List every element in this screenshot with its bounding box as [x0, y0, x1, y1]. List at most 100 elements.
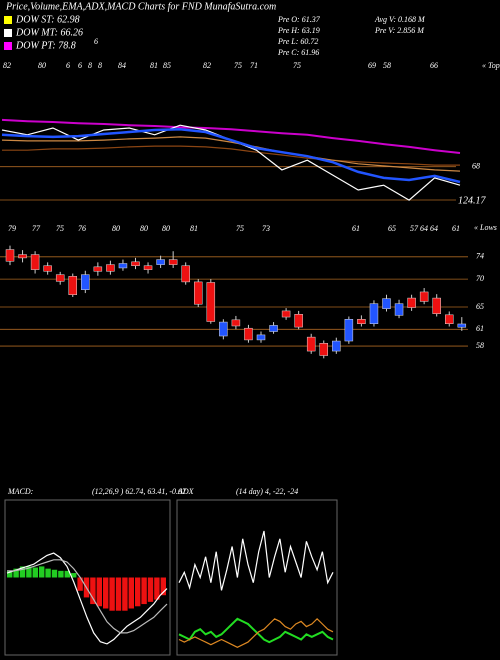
candle-body: [5, 249, 15, 262]
legend-swatch: [4, 42, 12, 50]
candle-body: [131, 261, 140, 266]
info: Pre C: 61.96: [277, 48, 319, 57]
legend-swatch: [4, 29, 12, 37]
top-label: 57: [410, 224, 419, 233]
annotation: 124.17: [458, 195, 487, 206]
info: Avg V: 0.168 M: [374, 15, 426, 24]
top-label: 80: [162, 224, 170, 233]
top-label: 82: [203, 61, 211, 70]
top-label: 71: [250, 61, 258, 70]
top-label: 69: [368, 61, 376, 70]
histogram-bar: [90, 577, 96, 605]
series-line: [2, 145, 460, 166]
candle-body: [81, 274, 90, 290]
y-tick-label: 65: [476, 302, 484, 311]
histogram-bar: [96, 577, 102, 607]
candle-body: [93, 266, 103, 272]
note: 6: [94, 37, 98, 46]
candle-body: [219, 321, 228, 337]
candle-body: [106, 264, 115, 272]
info: Pre H: 63.19: [277, 26, 320, 35]
top-label: 61: [352, 224, 360, 233]
top-label: 61: [452, 224, 460, 233]
histogram-bar: [128, 577, 134, 609]
candle-body: [55, 274, 65, 282]
histogram-bar: [103, 577, 109, 609]
top-label: 81: [190, 224, 198, 233]
series-line: [1, 136, 461, 172]
histogram-bar: [13, 568, 19, 578]
top-label: 6: [78, 61, 82, 70]
histogram-bar: [39, 566, 45, 578]
top-label: 65: [388, 224, 396, 233]
candle-body: [30, 254, 40, 270]
histogram-bar: [147, 577, 154, 602]
top-label: 82: [3, 61, 11, 70]
corner-label: « Tops: [482, 61, 500, 70]
histogram-bar: [58, 570, 64, 578]
candle-body: [419, 291, 429, 302]
panel-title: MACD:: [7, 487, 34, 496]
histogram-bar: [26, 566, 32, 578]
y-tick-label: 61: [476, 324, 484, 333]
top-label: 79: [8, 224, 16, 233]
series-line: [6, 552, 168, 645]
legend-entry: DOW ST: 62.98: [15, 14, 80, 25]
top-label: 8: [98, 61, 102, 70]
info: Pre L: 60.72: [277, 37, 318, 46]
legend-entry: DOW PT: 78.8: [15, 40, 76, 51]
y-tick-label: 68: [472, 161, 480, 170]
histogram-bar: [122, 577, 128, 611]
panel-title: ADX: [177, 487, 195, 496]
histogram-bar: [160, 577, 166, 596]
top-label: 77: [32, 224, 41, 233]
panel-subtitle: (12,26,9 ) 62.74, 63.41, -0.67: [92, 487, 187, 496]
corner-label: « Lows: [474, 223, 497, 232]
histogram-bar: [45, 568, 51, 578]
histogram-bar: [7, 570, 13, 578]
top-label: 75: [236, 224, 244, 233]
top-label: 85: [163, 61, 171, 70]
series-line: [178, 617, 334, 648]
candle-body: [194, 281, 203, 305]
candle-body: [332, 340, 341, 352]
candle-body: [206, 282, 216, 322]
chart-title: Price,Volume,EMA,ADX,MACD Charts for FND…: [5, 1, 276, 12]
histogram-bar: [77, 577, 83, 591]
series-line: [7, 559, 168, 634]
candle-body: [168, 259, 178, 265]
top-label: 75: [293, 61, 301, 70]
candle-body: [244, 327, 253, 341]
top-label: 75: [234, 61, 242, 70]
candle-body: [118, 263, 128, 269]
top-label: 6: [66, 61, 70, 70]
candle-body: [407, 297, 416, 308]
candle-body: [369, 303, 379, 324]
info: Pre V: 2.856 M: [374, 26, 425, 35]
candle-body: [294, 314, 303, 328]
top-label: 66: [430, 61, 438, 70]
top-label: 80: [140, 224, 148, 233]
top-label: 76: [78, 224, 86, 233]
info: Pre O: 61.37: [277, 15, 321, 24]
legend-entry: DOW MT: 66.26: [15, 27, 83, 38]
candle-body: [445, 314, 454, 324]
candle-body: [231, 319, 241, 327]
panel-subtitle: (14 day) 4, -22, -24: [236, 487, 298, 496]
histogram-bar: [32, 567, 38, 578]
candle-body: [382, 298, 391, 309]
candle-body: [457, 323, 467, 328]
y-tick-label: 58: [476, 341, 484, 350]
top-label: 75: [56, 224, 64, 233]
histogram-bar: [19, 566, 26, 578]
histogram-bar: [135, 577, 141, 607]
adx-panel: [176, 499, 338, 656]
series-line: [178, 617, 334, 644]
series-line: [1, 127, 461, 184]
candle-body: [181, 265, 190, 283]
series-line: [1, 118, 461, 154]
top-label: 8: [88, 61, 92, 70]
candle-body: [357, 319, 366, 324]
candle-body: [394, 303, 404, 316]
top-label: 58: [383, 61, 391, 70]
